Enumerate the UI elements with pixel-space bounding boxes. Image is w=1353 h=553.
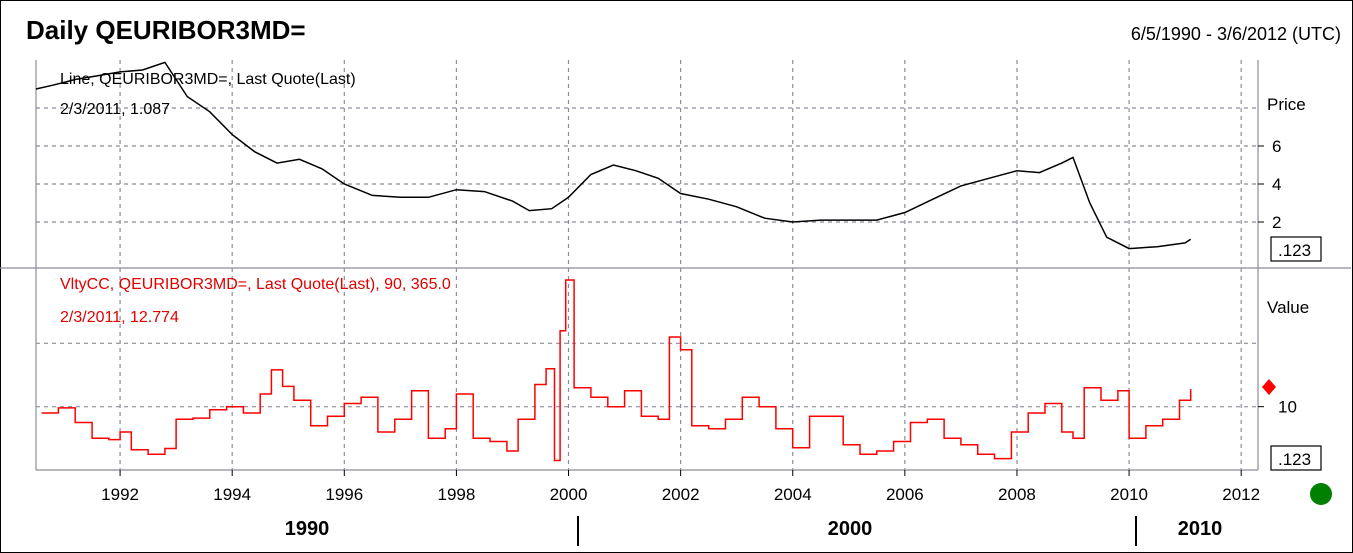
price-tick-label-2: 2 [1272,213,1281,232]
x-tick-label-1996: 1996 [325,485,363,504]
price-annotation-line1: Line, QEURIBOR3MD=, Last Quote(Last) [60,71,356,88]
volatility-diamond-marker [1262,379,1276,395]
x-tick-label-2004: 2004 [774,485,812,504]
decade-label-2000: 2000 [828,518,873,540]
grid-lines [36,60,1258,470]
green-status-dot[interactable] [1310,483,1332,505]
price-annotation-line2: 2/3/2011, 1.087 [60,101,170,118]
value-last-value-box [1270,445,1322,471]
x-tick-label-2002: 2002 [662,485,700,504]
x-tick-label-2000: 2000 [550,485,588,504]
price-last-value-text: .123 [1278,241,1311,260]
volatility-annotation-line2: 2/3/2011, 12.774 [60,309,179,326]
value-axis-title: Value [1267,298,1309,317]
chart-title: Daily QEURIBOR3MD= [26,15,306,45]
x-tick-label-1992: 1992 [101,485,139,504]
x-tick-label-2010: 2010 [1110,485,1148,504]
x-tick-label-2006: 2006 [886,485,924,504]
x-tick-label-2008: 2008 [998,485,1036,504]
price-panel: 6 4 2 [35,61,1281,250]
price-tick-label-6: 6 [1272,137,1281,156]
price-axis-title: Price [1267,95,1306,114]
decade-label-2010: 2010 [1178,518,1223,540]
price-line [35,61,1192,250]
decade-label-1990: 1990 [285,518,330,540]
x-tick-label-2012: 2012 [1222,485,1260,504]
date-range-label: 6/5/1990 - 3/6/2012 (UTC) [1130,24,1341,44]
x-tick-label-1998: 1998 [437,485,475,504]
x-tick-label-1994: 1994 [213,485,251,504]
price-last-value-box [1270,236,1322,262]
volatility-panel: 10 [41,279,1297,462]
time-axis: 1992 1994 1996 1998 2000 2002 2004 2006 2008 2010… [101,470,1260,546]
value-last-value-text: .123 [1278,450,1311,469]
value-tick-label-10: 10 [1278,398,1297,417]
price-tick-label-4: 4 [1272,175,1281,194]
volatility-line [41,279,1192,462]
volatility-annotation-line1: VltyCC, QEURIBOR3MD=, Last Quote(Last), … [60,276,451,293]
